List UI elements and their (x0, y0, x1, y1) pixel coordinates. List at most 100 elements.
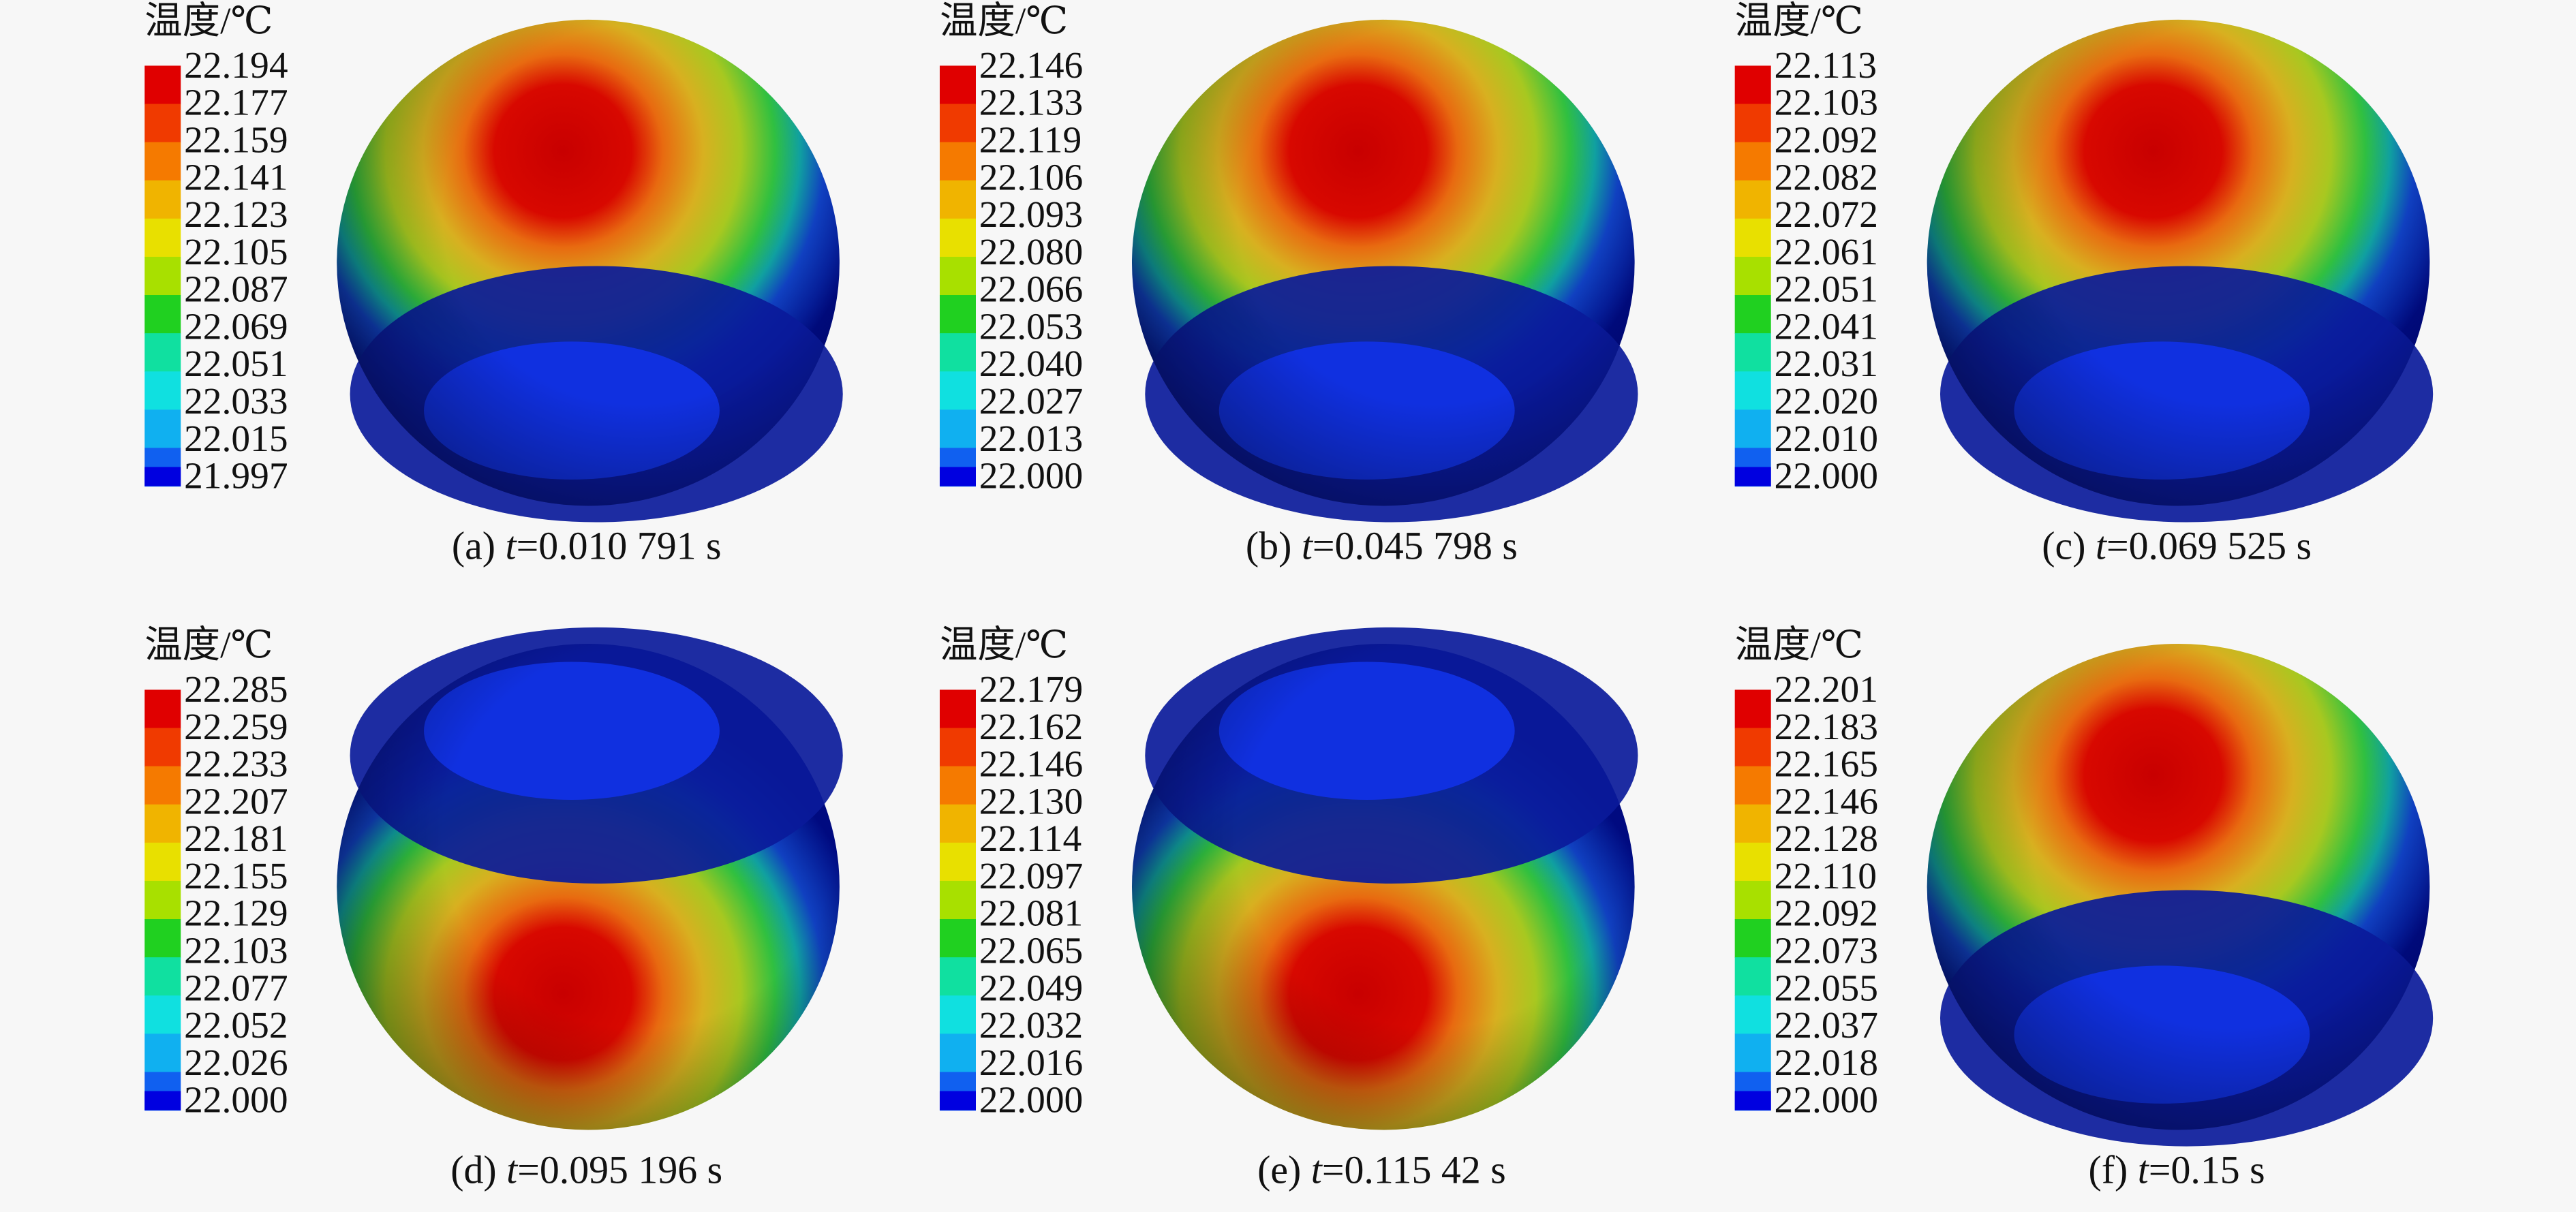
legend-label: 22.113 (1775, 44, 1877, 86)
legend-label: 22.194 (184, 44, 288, 86)
legend-swatch (1734, 256, 1771, 296)
legend-swatch (1734, 295, 1771, 334)
caption: (e) t=0.115 42 s (1257, 1148, 1506, 1192)
legend-swatch (939, 104, 976, 143)
legend-swatch (1734, 333, 1771, 372)
legend-label: 22.041 (1775, 305, 1878, 347)
legend-swatch (1734, 957, 1771, 996)
legend-swatch (939, 957, 976, 996)
legend-label: 22.110 (1775, 855, 1877, 897)
legend-label: 22.061 (1775, 231, 1878, 273)
caption: (d) t=0.095 196 s (450, 1148, 722, 1192)
legend-label: 22.092 (1775, 119, 1878, 161)
legend-title: 温度/℃ (940, 624, 1068, 666)
legend-label: 22.080 (979, 231, 1083, 273)
legend-label: 22.000 (979, 455, 1083, 497)
legend-swatch (939, 919, 976, 958)
sphere-shade (1131, 643, 1635, 1130)
legend-swatch (1734, 842, 1771, 882)
legend-label: 22.103 (1775, 82, 1878, 123)
caption: (c) t=0.069 525 s (2042, 524, 2312, 568)
legend-swatch (144, 804, 181, 843)
legend-swatch (144, 256, 181, 296)
legend-bottom (939, 467, 976, 486)
legend-label: 22.179 (979, 668, 1083, 710)
legend-swatch (939, 995, 976, 1035)
legend-label: 22.233 (184, 743, 288, 785)
legend-swatch (939, 295, 976, 334)
legend-swatch (144, 957, 181, 996)
legend-swatch (144, 995, 181, 1035)
legend-swatch (1734, 142, 1771, 181)
legend-swatch (1734, 409, 1771, 449)
legend-label: 22.155 (184, 855, 288, 897)
sphere-shade (337, 643, 840, 1130)
legend-swatch (939, 371, 976, 411)
legend-swatch (939, 1034, 976, 1073)
legend-swatch (1734, 1034, 1771, 1073)
legend-swatch (939, 180, 976, 219)
legend-label: 22.033 (184, 380, 288, 422)
legend-swatch (1734, 65, 1771, 105)
legend-swatch (1734, 218, 1771, 258)
legend-label: 22.051 (1775, 268, 1878, 310)
legend-label: 22.141 (184, 156, 288, 198)
panel: 温度/℃22.19422.17722.15922.14122.12322.105… (144, 0, 843, 568)
legend-label: 22.065 (979, 929, 1083, 971)
legend-label: 22.000 (1775, 1079, 1878, 1121)
legend-label: 22.207 (184, 780, 288, 822)
legend-label: 22.097 (979, 855, 1083, 897)
legend-swatch (144, 180, 181, 219)
legend-swatch (1734, 728, 1771, 767)
sphere-shade (337, 19, 840, 506)
panel: 温度/℃22.14622.13322.11922.10622.09322.080… (939, 0, 1638, 568)
legend-swatch (939, 142, 976, 181)
legend-label: 22.285 (184, 668, 288, 710)
legend-bottom (1734, 1091, 1771, 1110)
legend-label: 22.000 (184, 1079, 288, 1121)
legend-label: 22.031 (1775, 343, 1878, 384)
legend-swatch (144, 104, 181, 143)
caption: (b) t=0.045 798 s (1246, 524, 1518, 568)
legend-swatch (144, 919, 181, 958)
legend-swatch (1734, 180, 1771, 219)
legend-swatch (939, 65, 976, 105)
legend-bottom (1734, 467, 1771, 486)
legend-label: 22.069 (184, 305, 288, 347)
legend-label: 22.053 (979, 305, 1083, 347)
caption-label: (a) (452, 524, 495, 568)
legend-label: 22.146 (979, 743, 1083, 785)
legend-label: 22.032 (979, 1004, 1083, 1046)
legend-label: 22.027 (979, 380, 1083, 422)
panel: 温度/℃22.11322.10322.09222.08222.07222.061… (1734, 0, 2434, 568)
legend-label: 22.183 (1775, 706, 1878, 747)
legend-bottom (939, 1091, 976, 1110)
legend-title: 温度/℃ (1735, 0, 1863, 42)
legend-label: 22.162 (979, 706, 1083, 747)
caption-value: =0.095 196 s (517, 1148, 722, 1192)
legend-label: 22.037 (1775, 1004, 1878, 1046)
legend-label: 22.013 (979, 418, 1083, 459)
legend-label: 22.123 (184, 193, 288, 235)
caption: (a) t=0.010 791 s (452, 524, 722, 568)
legend-label: 22.093 (979, 193, 1083, 235)
caption-variable: t (1302, 524, 1314, 568)
legend-swatch (144, 218, 181, 258)
legend-label: 22.081 (979, 892, 1083, 934)
caption-value: =0.010 791 s (517, 524, 722, 568)
legend-swatch (144, 333, 181, 372)
legend-swatch (144, 1034, 181, 1073)
legend-swatch (939, 689, 976, 729)
legend-label: 22.201 (1775, 668, 1878, 710)
caption-label: (d) (450, 1148, 496, 1192)
legend-swatch (1734, 104, 1771, 143)
legend-label: 22.072 (1775, 193, 1878, 235)
legend-swatch (939, 256, 976, 296)
legend-bottom (144, 467, 181, 486)
caption-value: =0.115 42 s (1322, 1148, 1506, 1192)
legend-swatch (939, 842, 976, 882)
caption-label: (f) (2089, 1148, 2128, 1192)
caption-value: =0.069 525 s (2106, 524, 2312, 568)
legend-label: 22.165 (1775, 743, 1878, 785)
legend-label: 22.146 (979, 44, 1083, 86)
